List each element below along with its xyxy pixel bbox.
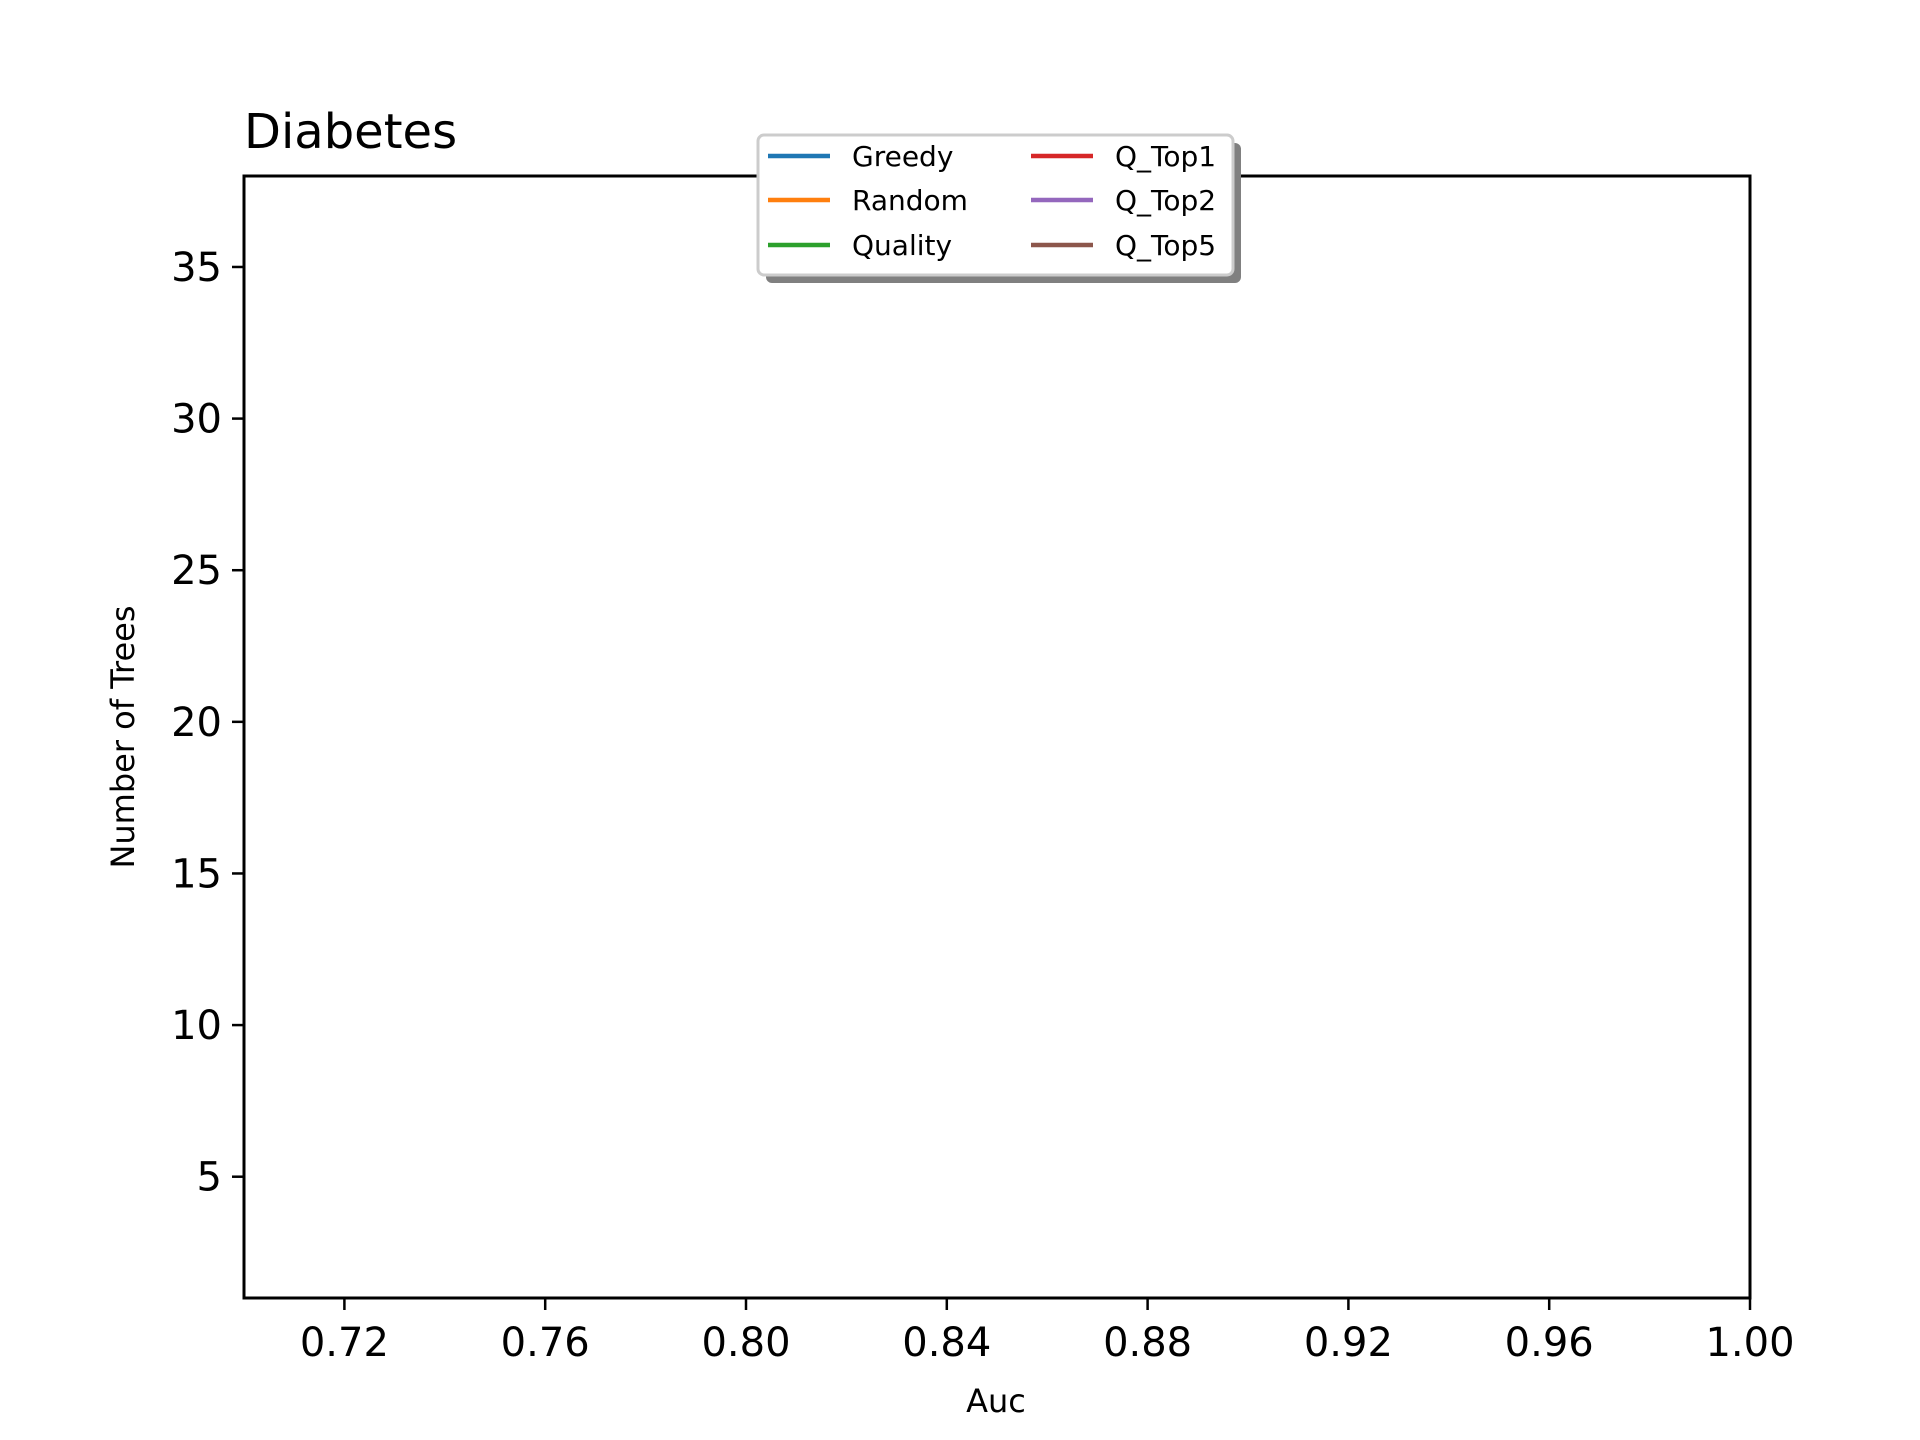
x-tick-label: 0.84 [902,1320,991,1366]
y-tick-label: 20 [171,700,222,746]
x-tick-label: 0.72 [300,1320,389,1366]
x-axis-title: Auc [966,1382,1026,1420]
y-tick-label: 15 [171,851,222,897]
y-tick-label: 5 [197,1155,222,1201]
x-tick-label: 0.92 [1304,1320,1393,1366]
x-tick-label: 0.80 [701,1320,790,1366]
plot-area-frame [242,174,1752,1300]
legend-label-q_top1: Q_Top1 [1115,140,1216,173]
legend-label-q_top2: Q_Top2 [1115,184,1216,217]
ticks-layer: 0.72 0.76 0.80 0.84 0.88 0.92 0.96 1.00 5 10 15 20 2… [171,245,1794,1366]
legend-label-q_top5: Q_Top5 [1115,229,1216,262]
chart-title: Diabetes [244,104,457,160]
x-tick-label: 0.76 [501,1320,590,1366]
legend-label-random: Random [852,184,968,217]
y-tick-label: 25 [171,548,222,594]
x-tick-label: 0.88 [1103,1320,1192,1366]
x-tick-label: 0.96 [1505,1320,1594,1366]
legend-label-greedy: Greedy [852,140,953,173]
y-axis-title: Number of Trees [104,605,142,868]
legend-label-quality: Quality [852,229,952,262]
y-tick-label: 35 [171,245,222,291]
y-tick-label: 30 [171,397,222,443]
legend-box [756,133,1235,277]
legend: Greedy Random Quality Q_Top1 Q_Top2 Q_Top5 [756,133,1241,283]
y-tick-label: 10 [171,1003,222,1049]
x-tick-label: 1.00 [1705,1320,1794,1366]
